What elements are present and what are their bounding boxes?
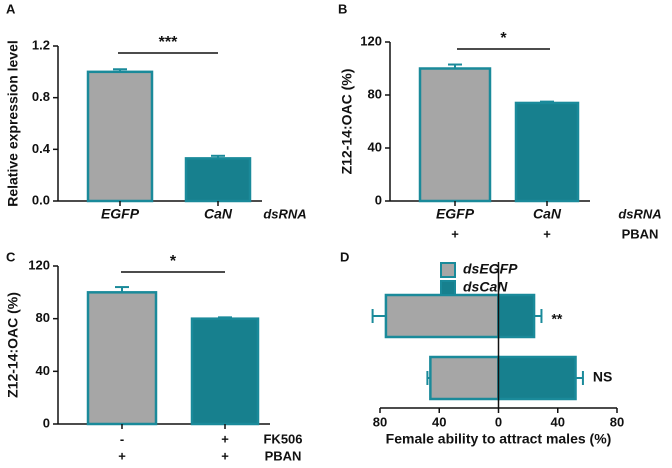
bar: [190, 317, 260, 426]
legend-swatch: [440, 262, 456, 278]
y-axis-label: Relative expression level: [5, 40, 21, 207]
bar: [497, 293, 536, 339]
legend-label: dsCaN: [463, 279, 508, 295]
annotation: **: [551, 311, 562, 327]
y-tick-label: 0.0: [32, 192, 50, 207]
row-label: +: [221, 448, 229, 463]
x-tick-label: 80: [373, 414, 387, 429]
row-name: PBAN: [265, 448, 302, 463]
x-tick-label: CaN: [204, 206, 233, 222]
row-label: +: [221, 431, 229, 446]
x-tick-label: 40: [551, 414, 565, 429]
y-tick-label: 0.4: [32, 141, 51, 156]
x-tick-label: 40: [432, 414, 446, 429]
bar: [384, 293, 500, 339]
y-tick-label: 0: [43, 415, 50, 430]
x-tick-label: EGFP: [101, 206, 140, 222]
panel-label: B: [338, 1, 347, 16]
error-bar: [371, 309, 386, 323]
annotation: NS: [593, 369, 612, 385]
row-name: FK506: [263, 431, 302, 446]
significance-label: *: [500, 30, 507, 47]
bar: [86, 291, 158, 426]
panel-label: C: [6, 249, 16, 264]
y-tick-label: 80: [368, 86, 382, 101]
y-tick-label: 0: [375, 192, 382, 207]
category-title: dsRNA: [263, 206, 306, 221]
row-name: PBAN: [622, 226, 659, 241]
bar: [184, 157, 252, 203]
y-axis-label: Z12-14:OAC (%): [5, 292, 21, 398]
x-tick-label: 80: [610, 414, 624, 429]
y-tick-label: 0.8: [32, 89, 50, 104]
y-tick-label: 1.2: [32, 37, 50, 52]
x-tick-label: CaN: [533, 206, 562, 222]
category-title: dsRNA: [618, 206, 661, 221]
y-tick-label: 40: [368, 139, 382, 154]
bar: [497, 355, 577, 401]
panel-label: A: [6, 1, 16, 16]
y-tick-label: 120: [360, 33, 382, 48]
error-bar: [113, 68, 127, 72]
legend-swatch: [440, 280, 456, 296]
y-tick-label: 120: [28, 257, 50, 272]
row-label: +: [543, 226, 551, 241]
error-bar: [115, 286, 129, 293]
error-bar: [448, 63, 462, 69]
error-bar: [540, 100, 554, 103]
bar: [418, 67, 492, 203]
significance-label: ***: [159, 34, 178, 51]
error-bar: [534, 309, 543, 323]
bar: [429, 355, 500, 401]
significance-label: *: [170, 253, 177, 270]
row-label: +: [451, 226, 459, 241]
row-label: +: [118, 448, 126, 463]
y-tick-label: 40: [36, 363, 50, 378]
x-tick-label: EGFP: [436, 206, 475, 222]
y-axis-label: Z12-14:OAC (%): [339, 69, 355, 175]
error-bar: [218, 316, 232, 319]
bar: [86, 70, 154, 203]
error-bar: [575, 371, 584, 385]
bar: [514, 101, 580, 203]
y-tick-label: 80: [36, 310, 50, 325]
row-label: -: [120, 431, 124, 446]
legend-label: dsEGFP: [463, 261, 518, 277]
x-axis-label: Female ability to attract males (%): [386, 431, 612, 447]
panel-label: D: [340, 249, 349, 264]
error-bar: [426, 371, 431, 385]
x-tick-label: 0: [495, 414, 502, 429]
error-bar: [211, 154, 225, 159]
